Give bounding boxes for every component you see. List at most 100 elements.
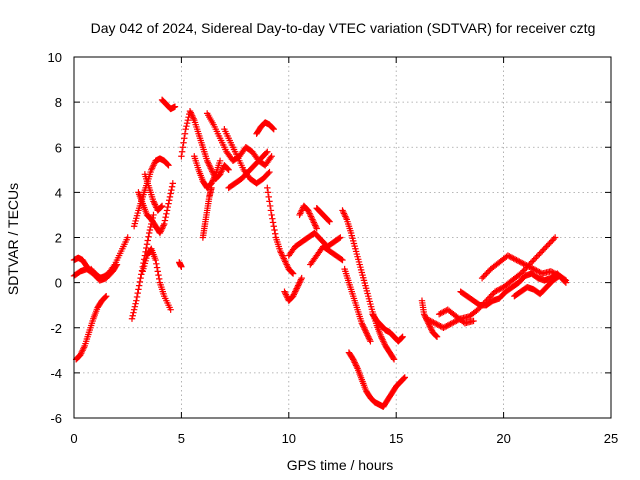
data-point (520, 260, 527, 268)
data-point (336, 235, 343, 242)
data-point (268, 153, 275, 160)
data-point (168, 183, 176, 190)
data-point (131, 303, 139, 310)
data-point (277, 247, 284, 255)
data-point (298, 274, 305, 282)
data-point (307, 211, 314, 219)
data-point (209, 177, 217, 184)
data-point (135, 282, 143, 289)
data-point (438, 309, 446, 316)
data-point (543, 243, 550, 250)
data-point (150, 162, 157, 169)
data-point (150, 211, 157, 219)
data-point (146, 226, 154, 234)
data-point (208, 166, 215, 174)
x-tick-label: 10 (282, 431, 296, 446)
data-point (269, 125, 277, 132)
data-point (399, 333, 406, 340)
data-point (264, 189, 272, 196)
data-point (279, 253, 287, 261)
data-point (380, 338, 387, 345)
data-point (134, 289, 141, 297)
series-sat-w (307, 243, 346, 268)
data-point (179, 144, 187, 151)
data-point (138, 271, 145, 278)
data-point (280, 255, 287, 262)
data-point (445, 321, 453, 328)
data-point (534, 252, 542, 259)
data-point (398, 335, 405, 342)
data-point (510, 255, 517, 262)
x-tick-label: 25 (604, 431, 618, 446)
data-point (340, 210, 348, 217)
data-point (278, 250, 285, 258)
data-point (434, 321, 441, 328)
data-point (379, 336, 386, 343)
data-point (163, 207, 171, 214)
data-point (110, 262, 117, 270)
data-point (269, 219, 277, 226)
data-point (513, 256, 520, 264)
data-point (266, 202, 274, 210)
data-point (143, 241, 151, 248)
data-point (282, 259, 290, 267)
data-point (145, 233, 152, 240)
data-point (341, 211, 348, 219)
data-point (400, 374, 408, 382)
data-point (133, 297, 140, 304)
data-point (137, 274, 144, 282)
data-point (268, 211, 275, 219)
data-point (135, 286, 142, 293)
data-point (523, 262, 530, 269)
data-point (165, 200, 172, 207)
data-point (161, 220, 168, 228)
data-point (208, 178, 216, 186)
data-point (167, 190, 174, 197)
data-point (291, 289, 298, 297)
series-sat-p (221, 126, 273, 187)
data-point (350, 357, 358, 365)
data-point (289, 270, 297, 277)
data-point (312, 222, 319, 229)
series-sat-i (141, 171, 166, 214)
data-point (218, 168, 225, 175)
data-point (211, 172, 219, 180)
data-point (158, 203, 165, 210)
data-point (483, 270, 490, 277)
data-point (188, 110, 195, 118)
data-point (307, 213, 315, 220)
data-point (101, 294, 108, 301)
data-point (366, 336, 373, 343)
data-point (428, 326, 435, 333)
data-point (153, 264, 161, 271)
data-point (507, 253, 514, 261)
data-point (289, 269, 296, 277)
data-point (428, 318, 436, 325)
data-point (533, 253, 540, 261)
data-point (267, 207, 275, 214)
data-point (265, 193, 272, 201)
data-point (484, 268, 492, 276)
data-point (160, 222, 167, 229)
series-sat-l (178, 107, 232, 183)
data-point (130, 306, 138, 313)
data-point (282, 291, 290, 298)
data-point (210, 175, 217, 183)
data-point (423, 315, 430, 322)
data-point (158, 225, 166, 232)
data-point (183, 119, 191, 127)
series-sat-ae (435, 306, 477, 327)
data-point (288, 268, 295, 276)
data-point (165, 162, 172, 169)
data-point (432, 332, 439, 339)
data-point (365, 335, 373, 342)
data-point (451, 318, 459, 325)
data-point (187, 109, 194, 116)
data-point (533, 267, 540, 274)
data-point (189, 113, 197, 121)
data-point (147, 223, 154, 231)
data-point (178, 153, 185, 160)
data-point (217, 169, 224, 177)
data-point (297, 210, 304, 217)
